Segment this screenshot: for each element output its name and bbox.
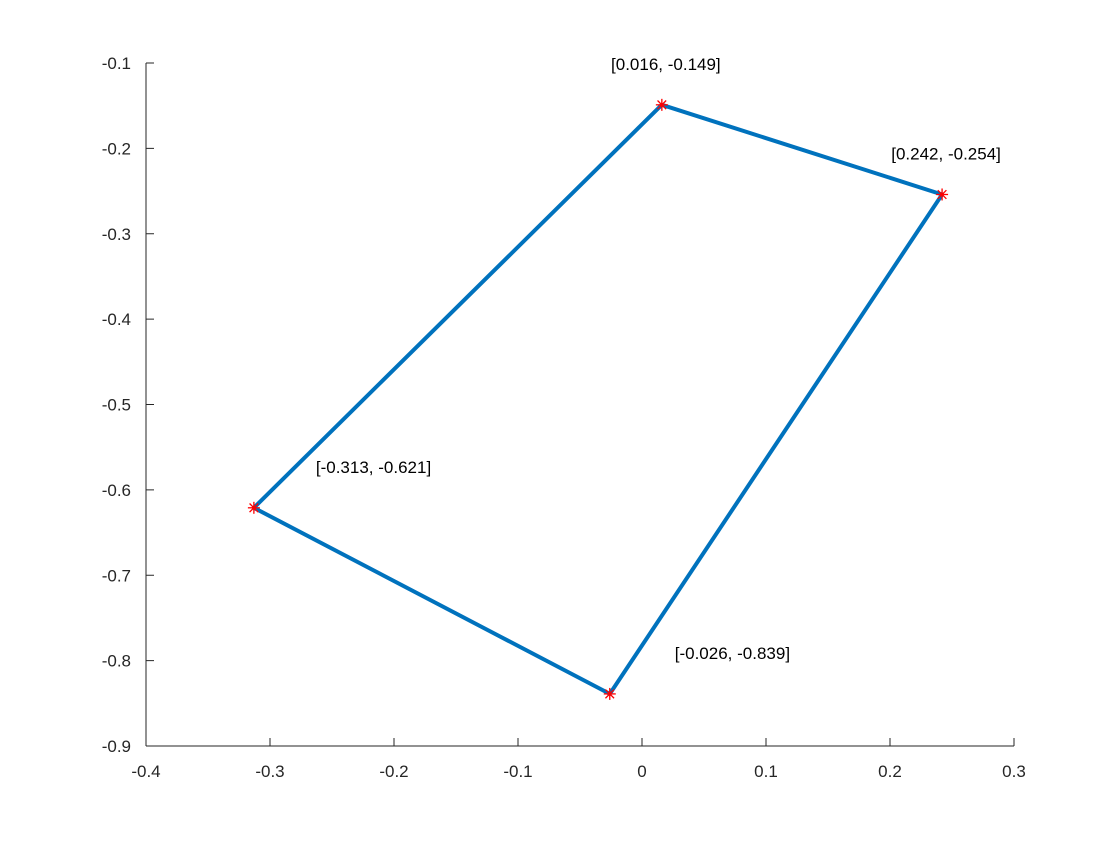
point-labels: [0.016, -0.149] [0.242, -0.254] [-0.026, -…	[316, 55, 1001, 663]
point-label: [-0.313, -0.621]	[316, 458, 431, 477]
x-tick-label: 0	[637, 762, 646, 781]
x-tick-label: -0.2	[379, 762, 408, 781]
data-point-marker	[655, 98, 668, 111]
axes: -0.4 -0.3 -0.2 -0.1 0 0.1 0.2 0.3 -0.9 -0.8 -0.7 -0…	[102, 54, 1026, 781]
y-tick-label: -0.9	[102, 737, 131, 756]
series-line	[251, 102, 945, 696]
y-tick-label: -0.3	[102, 225, 131, 244]
y-tick-label: -0.4	[102, 310, 131, 329]
y-tick-label: -0.7	[102, 566, 131, 585]
x-tick-label: 0.2	[878, 762, 902, 781]
point-label: [-0.026, -0.839]	[675, 644, 790, 663]
x-tick-label: -0.3	[255, 762, 284, 781]
y-tick-label: -0.8	[102, 652, 131, 671]
series-layer	[251, 102, 945, 696]
x-tick-label: -0.4	[131, 762, 160, 781]
point-label: [0.242, -0.254]	[891, 144, 1001, 163]
y-tick-label: -0.6	[102, 481, 131, 500]
y-tick-label: -0.2	[102, 139, 131, 158]
data-point-marker	[603, 687, 616, 700]
data-point-marker	[936, 188, 949, 201]
y-tick-label: -0.1	[102, 54, 131, 73]
marker-layer	[247, 98, 949, 700]
x-tick-label: 0.1	[754, 762, 778, 781]
point-label: [0.016, -0.149]	[611, 55, 721, 74]
x-tick-label: -0.1	[503, 762, 532, 781]
y-tick-label: -0.5	[102, 396, 131, 415]
data-point-marker	[247, 501, 260, 514]
x-tick-label: 0.3	[1002, 762, 1026, 781]
